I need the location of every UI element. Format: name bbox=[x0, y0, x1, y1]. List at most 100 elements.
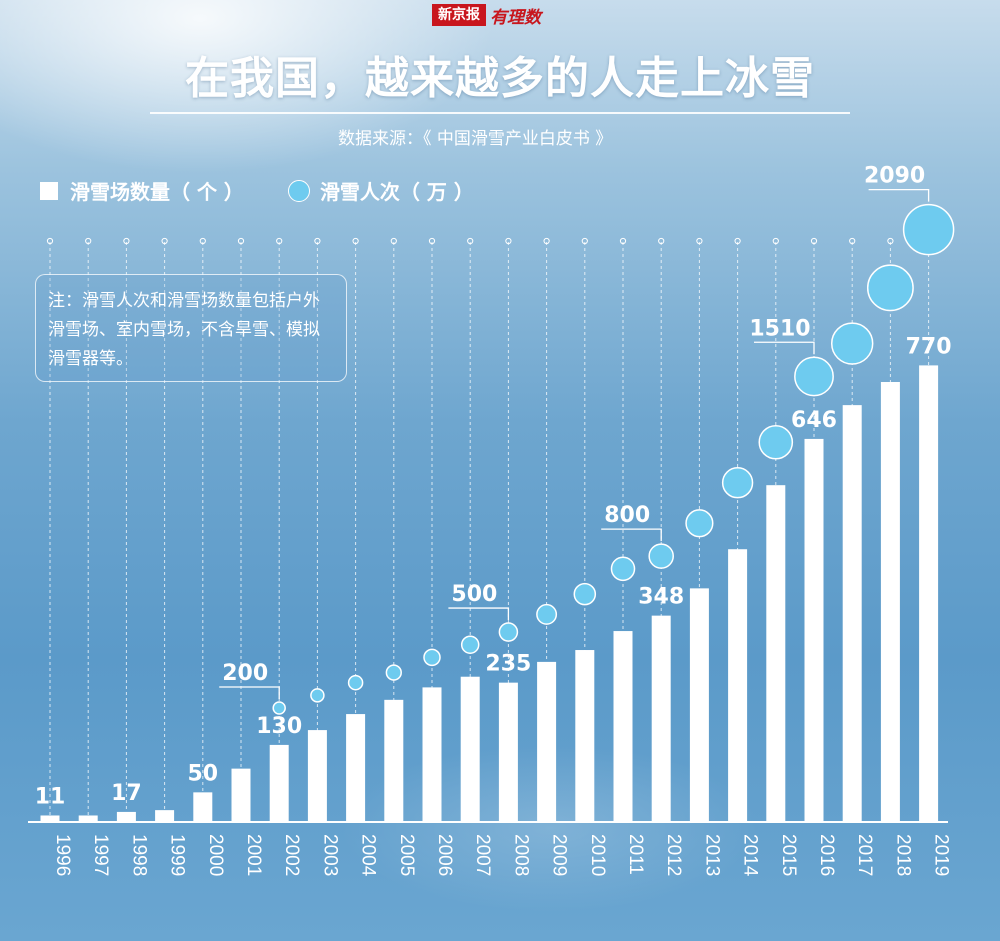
brand-logo: 新京报 有理数 bbox=[432, 4, 541, 28]
x-tick-2011: 2011 bbox=[625, 834, 646, 875]
x-tick-2007: 2007 bbox=[472, 834, 493, 876]
gridline-dot-1999 bbox=[161, 237, 168, 245]
circle-label-2002: 200 bbox=[222, 661, 268, 686]
bar-label-2008: 235 bbox=[485, 652, 531, 677]
gridline-dot-2005 bbox=[390, 237, 397, 245]
x-tick-2015: 2015 bbox=[778, 834, 799, 876]
bar-label-2002: 130 bbox=[256, 714, 302, 739]
brand-name: 新京报 bbox=[432, 4, 486, 26]
x-tick-2012: 2012 bbox=[663, 834, 684, 876]
bubble-2014 bbox=[721, 467, 754, 499]
x-tick-2014: 2014 bbox=[740, 834, 761, 877]
bubble-2009 bbox=[536, 603, 558, 625]
x-tick-2019: 2019 bbox=[931, 834, 952, 876]
circle-label-2019: 2090 bbox=[864, 164, 925, 189]
chart-legend: 滑雪场数量（ 个 ） 滑雪人次（ 万 ） bbox=[40, 176, 474, 205]
x-tick-2000: 2000 bbox=[205, 834, 226, 876]
gridline-dot-1996 bbox=[46, 237, 54, 245]
gridline-dot-2001 bbox=[237, 237, 245, 245]
bubble-2015 bbox=[758, 424, 794, 460]
bar-label-1996: 11 bbox=[35, 784, 66, 809]
bar-2018 bbox=[880, 381, 900, 822]
x-tick-2004: 2004 bbox=[358, 834, 379, 877]
legend-circle-label: 滑雪人次（ 万 ） bbox=[319, 180, 474, 204]
gridline-dot-2016 bbox=[810, 237, 818, 245]
bubble-2006 bbox=[423, 648, 441, 667]
gridline-dot-2006 bbox=[428, 237, 436, 245]
bar-label-2016: 646 bbox=[791, 408, 837, 433]
bar-1997 bbox=[78, 815, 98, 822]
bar-2007 bbox=[460, 676, 480, 822]
bar-2014 bbox=[728, 549, 748, 822]
x-tick-2006: 2006 bbox=[434, 834, 455, 876]
bubble-2017 bbox=[830, 322, 874, 365]
bubble-2005 bbox=[385, 664, 402, 681]
bar-2000 bbox=[193, 792, 213, 822]
chart-note: 注：滑雪人次和滑雪场数量包括户外滑雪场、室内雪场，不含旱雪、模拟滑雪器等。 bbox=[35, 274, 347, 382]
gridline-dot-2004 bbox=[352, 237, 359, 245]
gridline-dot-1998 bbox=[123, 237, 130, 245]
x-tick-2001: 2001 bbox=[243, 834, 264, 876]
bar-1998 bbox=[116, 811, 136, 822]
bubble-2004 bbox=[347, 674, 364, 691]
x-tick-2016: 2016 bbox=[816, 834, 837, 876]
bar-label-1998: 17 bbox=[111, 781, 142, 806]
circle-label-2008: 500 bbox=[451, 582, 497, 607]
gridline-dot-1997 bbox=[85, 237, 92, 245]
bar-2011 bbox=[613, 631, 633, 822]
x-tick-1999: 1999 bbox=[167, 834, 188, 876]
bubble-2018 bbox=[866, 264, 914, 312]
bubble-2013 bbox=[685, 509, 714, 538]
bar-label-2019: 770 bbox=[906, 334, 952, 359]
bar-2013 bbox=[689, 588, 709, 822]
gridline-dot-2018 bbox=[887, 237, 894, 245]
bar-2008 bbox=[498, 682, 518, 822]
bubble-2016 bbox=[794, 356, 834, 397]
bar-2005 bbox=[384, 699, 404, 822]
bubble-2007 bbox=[460, 635, 480, 654]
bar-2015 bbox=[766, 485, 786, 822]
bar-2017 bbox=[842, 405, 862, 822]
x-tick-2003: 2003 bbox=[319, 834, 340, 876]
bubble-2003 bbox=[310, 688, 325, 703]
bar-2006 bbox=[422, 687, 442, 822]
bubble-2008 bbox=[498, 622, 519, 642]
page-title: 在我国，越来越多的人走上冰雪 bbox=[185, 53, 815, 104]
bubble-2019 bbox=[902, 203, 955, 256]
bar-2003 bbox=[307, 730, 327, 822]
x-tick-2018: 2018 bbox=[892, 834, 913, 876]
bar-1996 bbox=[40, 815, 60, 822]
bar-2019 bbox=[919, 365, 939, 822]
gridline-dot-2002 bbox=[276, 237, 283, 245]
x-tick-1997: 1997 bbox=[90, 834, 111, 876]
legend-bar-swatch bbox=[40, 181, 58, 200]
bar-2004 bbox=[346, 714, 366, 822]
x-tick-2009: 2009 bbox=[549, 834, 570, 876]
x-tick-2005: 2005 bbox=[396, 834, 417, 876]
bubble-2012 bbox=[648, 543, 674, 569]
brand-column: 有理数 bbox=[490, 7, 541, 28]
gridline-dot-2000 bbox=[199, 237, 206, 245]
bar-2002 bbox=[269, 744, 289, 822]
gridline-dot-2011 bbox=[619, 237, 627, 245]
title-divider bbox=[150, 112, 850, 114]
bar-label-2000: 50 bbox=[187, 761, 218, 786]
gridline-dot-2012 bbox=[658, 237, 665, 245]
bubble-2010 bbox=[573, 582, 597, 606]
gridline-dot-2015 bbox=[772, 237, 779, 245]
circle-leader-2016 bbox=[754, 341, 815, 355]
bar-1999 bbox=[155, 810, 175, 822]
circle-label-2012: 800 bbox=[604, 503, 650, 528]
gridline-dot-2014 bbox=[734, 237, 741, 245]
gridline-dot-2008 bbox=[505, 237, 512, 245]
circle-leader-2012 bbox=[601, 528, 662, 542]
bar-2010 bbox=[575, 650, 595, 822]
circle-label-2016: 1510 bbox=[749, 316, 810, 341]
x-tick-2002: 2002 bbox=[281, 834, 302, 876]
gridline-dot-2010 bbox=[581, 237, 588, 245]
gridline-dot-2003 bbox=[314, 237, 321, 245]
circle-leader-2008 bbox=[448, 607, 510, 621]
circle-leader-2002 bbox=[219, 686, 280, 699]
bar-2016 bbox=[804, 438, 824, 822]
